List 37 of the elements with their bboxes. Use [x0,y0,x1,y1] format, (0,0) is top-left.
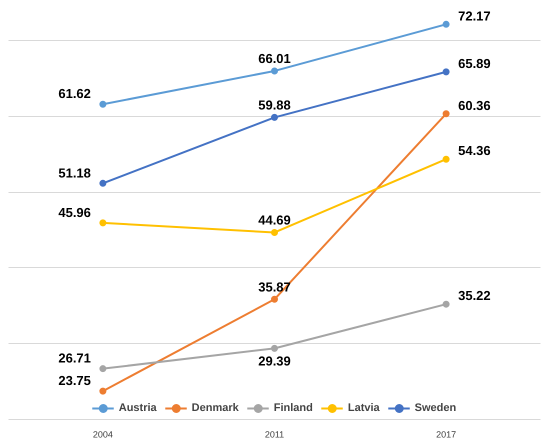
point [99,219,106,226]
x-tick-label: 2011 [264,430,284,440]
data-label: 66.01 [258,50,291,66]
data-label: 61.62 [58,86,91,102]
point [99,180,106,187]
legend-label: Finland [274,402,313,414]
point [271,228,278,236]
point [442,110,450,118]
point [271,67,278,74]
legend-label: Latvia [348,402,380,414]
data-label: 35.22 [458,288,491,304]
x-tick-label: 2017 [436,430,456,440]
point [99,388,106,395]
data-label: 65.89 [458,56,491,71]
data-label: 44.69 [258,212,291,228]
point [99,365,106,372]
data-label: 45.96 [58,204,91,220]
point [442,156,450,163]
data-label: 54.36 [458,143,491,158]
legend-label: Denmark [192,402,239,414]
point [99,100,106,108]
legend-label: Sweden [414,402,456,414]
x-tick-label: 2004 [92,430,113,440]
data-label: 51.18 [58,165,91,180]
point [442,68,450,76]
legend-label: Austria [118,402,157,414]
point [271,296,278,303]
data-label: 29.39 [258,353,291,368]
data-label: 59.88 [258,97,291,112]
data-label: 26.71 [58,350,91,366]
data-label: 60.36 [458,98,491,113]
data-label: 72.17 [458,8,491,24]
point [271,114,278,121]
point [442,20,450,28]
point [442,300,450,308]
point [271,344,278,352]
data-label: 23.75 [58,373,91,388]
